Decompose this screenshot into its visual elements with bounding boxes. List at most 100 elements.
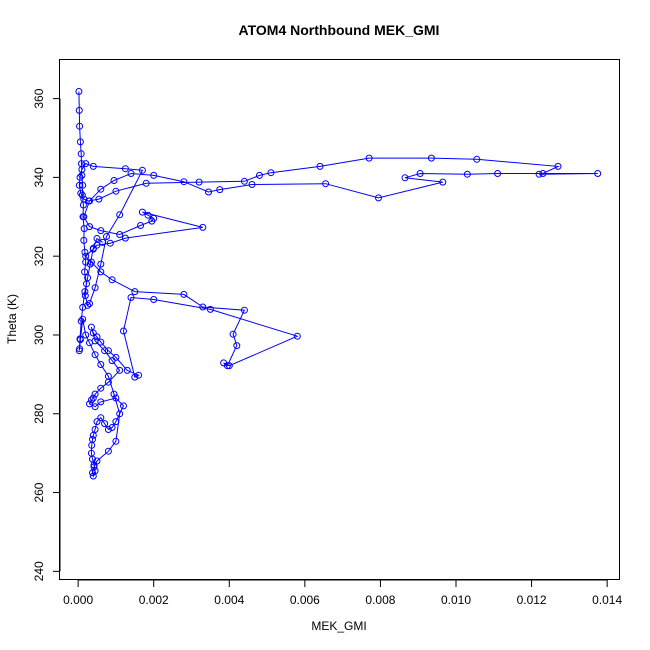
data-point [99,238,107,246]
data-point [101,347,109,355]
data-point [144,211,152,219]
data-point [293,332,301,340]
data-point [112,437,120,445]
y-axis-label: Theta (K) [5,294,19,344]
data-point [77,317,85,325]
y-tick-label: 300 [32,325,46,345]
data-point [427,154,435,162]
data-point [138,166,146,174]
data-point [91,351,99,359]
y-tick-label: 360 [32,88,46,108]
data-point [88,441,96,449]
y-tick-label: 320 [32,246,46,266]
data-point [82,252,90,260]
data-point [199,303,207,311]
data-point [322,180,330,188]
data-point [78,191,86,199]
data-point [86,339,93,347]
data-point [81,248,89,256]
data-point [77,150,85,158]
data-point [91,284,99,292]
data-point [93,457,101,465]
data-point [554,162,562,170]
series-line [78,91,598,478]
data-point [206,305,214,313]
data-point [116,211,124,219]
data-point [89,244,97,252]
data-point [97,268,105,276]
data-point [89,472,97,480]
data-point [142,179,150,187]
data-point [104,347,112,355]
data-point [76,173,84,181]
data-point [75,106,83,114]
data-point [365,154,373,162]
x-tick-label: 0.012 [517,593,547,607]
data-point [248,181,256,188]
data-point [78,166,86,173]
data-point [97,260,105,268]
data-point [93,333,101,341]
data-point [220,359,228,367]
data-point [97,414,105,422]
data-point [112,418,120,426]
x-tick-label: 0.010 [441,593,471,607]
data-point [79,303,87,311]
data-point [103,233,110,240]
data-point [81,288,89,296]
data-point [138,208,146,216]
data-point [116,231,124,238]
data-point [535,170,543,178]
data-point [87,396,95,404]
data-point [75,181,83,189]
data-point [233,342,241,350]
data-point [463,170,471,178]
data-point [93,235,101,242]
data-point [110,390,118,398]
data-point [95,195,103,203]
data-point [89,431,97,439]
data-point [375,194,382,202]
data-point [150,171,158,179]
data-point [97,398,105,406]
data-point [75,347,83,355]
data-point [106,239,114,247]
data-point [97,361,105,368]
data-point [86,197,93,205]
data-point [84,274,92,282]
data-point [116,366,124,374]
x-tick-label: 0.000 [63,593,93,607]
data-point [494,170,502,177]
data-point [267,169,275,177]
data-point [97,384,105,392]
data-point [229,330,237,338]
data-point [121,165,129,173]
data-point [112,187,120,195]
data-point [116,410,124,418]
data-point [108,276,116,284]
data-point [76,335,84,343]
data-point [120,402,127,410]
data-point [123,366,131,374]
data-point [240,306,248,314]
data-point [225,362,233,370]
x-tick-label: 0.004 [214,593,244,607]
data-point [89,162,97,170]
y-tick-label: 340 [32,167,46,187]
data-point [120,327,127,335]
chart-title: ATOM4 Northbound MEK_GMI [239,22,440,38]
data-point [81,268,89,276]
data-point [256,171,263,179]
data-point [131,288,139,296]
x-axis-label: MEK_GMI [311,619,366,633]
data-point [104,372,112,380]
data-point [86,400,93,408]
data-point [93,418,101,426]
y-tick-label: 240 [32,561,46,581]
data-point [104,426,112,433]
data-point [240,177,248,185]
data-point [77,189,85,197]
data-point [91,403,99,411]
data-point [135,371,143,379]
